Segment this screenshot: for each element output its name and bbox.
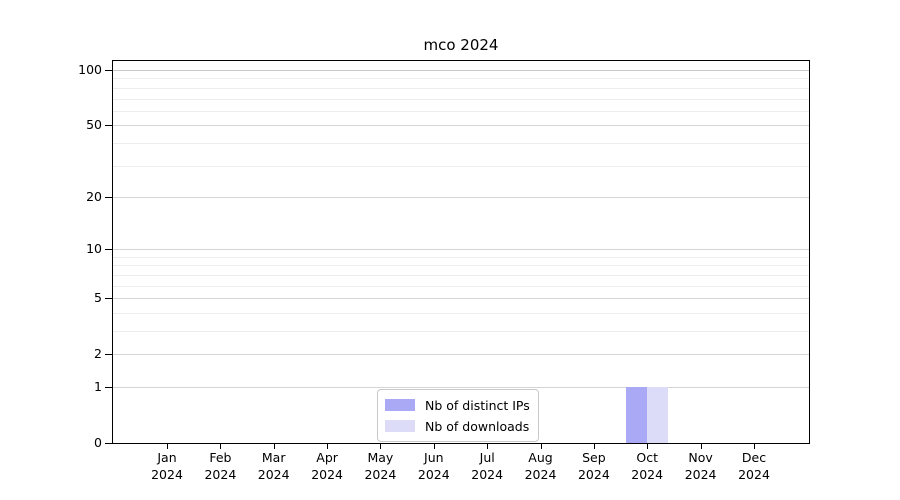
x-tick-label: Jun 2024: [417, 450, 450, 482]
x-tick: [167, 444, 168, 449]
y-tick-label: 20: [86, 188, 102, 204]
y-gridline-minor: [113, 265, 809, 267]
x-tick-label: Oct 2024: [631, 450, 664, 482]
x-tick-label: Dec 2024: [738, 450, 770, 482]
y-gridline-minor: [113, 256, 809, 258]
y-tick: [105, 196, 112, 198]
y-tick: [105, 354, 112, 356]
bar-nb-of-distinct-ips: [626, 387, 648, 443]
y-gridline-minor: [113, 87, 809, 89]
x-tick-label: Nov 2024: [684, 450, 717, 482]
x-tick: [433, 444, 435, 449]
x-tick-label: Feb 2024: [204, 450, 237, 482]
legend-label-distinct-ips: Nb of distinct IPs: [425, 397, 530, 413]
legend-item-downloads: Nb of downloads: [385, 416, 530, 436]
x-tick-label: Apr 2024: [311, 450, 343, 482]
x-tick-label: Mar 2024: [257, 450, 290, 482]
chart-title: mco 2024: [423, 36, 499, 54]
y-gridline-major: [113, 249, 809, 251]
x-tick: [700, 444, 702, 449]
x-tick: [273, 444, 275, 449]
y-gridline-minor: [113, 165, 809, 167]
x-tick-label: Sep 2024: [577, 450, 610, 482]
y-gridline-major: [113, 387, 809, 388]
y-gridline-minor: [113, 312, 809, 314]
y-tick-label: 100: [78, 62, 102, 77]
x-tick-label: Jul 2024: [471, 450, 504, 482]
y-gridline-minor: [113, 110, 809, 112]
y-gridline-minor: [113, 274, 809, 276]
y-tick-label: 1: [94, 379, 102, 394]
x-tick: [754, 444, 755, 449]
legend-label-downloads: Nb of downloads: [425, 418, 530, 434]
y-tick: [105, 387, 112, 388]
x-tick-label: Aug 2024: [524, 450, 557, 482]
y-gridline-minor: [113, 285, 809, 287]
y-tick-label: 5: [94, 290, 102, 306]
y-tick: [105, 125, 112, 127]
y-gridline-minor: [113, 78, 809, 80]
y-tick: [105, 249, 112, 251]
x-tick: [380, 444, 382, 449]
y-gridline-major: [113, 70, 809, 71]
x-tick: [540, 444, 542, 449]
x-tick: [327, 444, 329, 449]
legend-swatch-downloads: [385, 420, 415, 432]
x-tick: [220, 444, 222, 449]
plot-border: [112, 60, 810, 444]
y-gridline-major: [113, 298, 809, 300]
y-gridline-major: [113, 354, 809, 356]
y-tick-label: 0: [94, 435, 102, 450]
bar-nb-of-downloads: [647, 387, 669, 443]
y-tick: [105, 443, 112, 444]
y-gridline-major: [113, 196, 809, 198]
y-tick: [105, 70, 112, 71]
y-tick-label: 50: [86, 117, 102, 133]
x-tick: [647, 444, 649, 449]
legend-swatch-distinct-ips: [385, 399, 415, 411]
x-tick-label: May 2024: [364, 450, 397, 482]
legend: Nb of distinct IPs Nb of downloads: [377, 389, 539, 442]
x-tick: [487, 444, 489, 449]
y-tick: [105, 298, 112, 300]
x-tick: [593, 444, 595, 449]
legend-item-distinct-ips: Nb of distinct IPs: [385, 395, 530, 415]
y-gridline-minor: [113, 331, 809, 332]
y-gridline-minor: [113, 142, 809, 144]
y-tick-label: 10: [86, 241, 102, 257]
y-tick-label: 2: [94, 346, 102, 362]
y-gridline-major: [113, 125, 809, 127]
x-tick-label: Jan 2024: [151, 450, 183, 482]
y-gridline-minor: [113, 98, 809, 100]
